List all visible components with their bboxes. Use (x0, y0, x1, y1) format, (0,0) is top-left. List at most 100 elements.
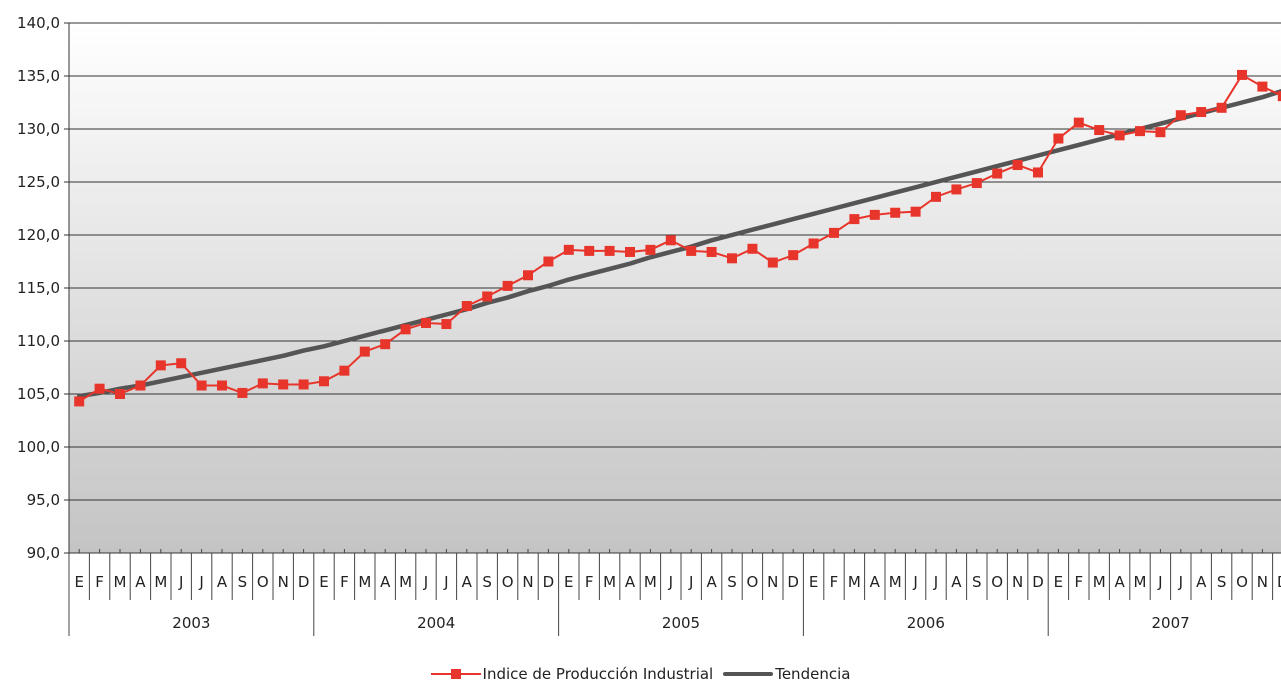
data-point-marker (910, 206, 921, 217)
data-point-marker (808, 238, 819, 249)
data-point-marker (1012, 160, 1023, 171)
month-label: M (358, 573, 371, 591)
year-label: 2007 (1152, 614, 1190, 632)
month-label: J (1178, 573, 1183, 591)
month-label: J (933, 573, 938, 591)
month-label: F (95, 573, 104, 591)
data-point-marker (604, 245, 615, 256)
data-point-marker (94, 383, 105, 394)
y-axis: 90,0 95,0 100,0 105,0 110,0 115,0 120,0 125,0 13… (17, 14, 70, 562)
data-point-marker (482, 291, 493, 302)
month-label: F (340, 573, 349, 591)
legend-swatch-tendencia (723, 672, 774, 676)
data-point-marker (1257, 81, 1268, 92)
legend-label-ipi: Indice de Producción Industrial (482, 665, 714, 683)
month-label: A (380, 573, 391, 591)
month-label: M (848, 573, 861, 591)
month-label: M (399, 573, 412, 591)
month-label: N (767, 573, 778, 591)
data-point-marker (1237, 69, 1247, 80)
year-label: 2004 (417, 614, 455, 632)
y-tick-label: 110,0 (17, 332, 60, 350)
data-point-marker (686, 245, 697, 256)
y-tick-label: 115,0 (17, 279, 60, 297)
data-point-marker (319, 376, 329, 387)
y-tick-label: 90,0 (27, 544, 60, 562)
month-label: M (114, 573, 127, 591)
month-label: N (522, 573, 533, 591)
month-label: D (787, 573, 799, 591)
y-tick-label: 105,0 (17, 385, 60, 403)
month-label: E (1054, 573, 1063, 591)
data-point-marker (951, 184, 962, 195)
data-point-marker (767, 257, 778, 268)
month-label: J (688, 573, 693, 591)
month-label: O (1236, 573, 1248, 591)
data-point-marker (563, 244, 574, 255)
month-label: O (502, 573, 514, 591)
data-point-marker (1135, 126, 1145, 137)
month-label: D (1032, 573, 1044, 591)
month-label: A (625, 573, 636, 591)
month-label: A (135, 573, 146, 591)
month-label: A (1114, 573, 1125, 591)
data-point-marker (74, 396, 85, 407)
data-point-marker (257, 378, 268, 389)
month-label: S (482, 573, 492, 591)
month-label: D (298, 573, 310, 591)
month-label: S (727, 573, 737, 591)
data-point-marker (727, 253, 737, 264)
data-point-marker (359, 346, 370, 357)
y-tick-label: 140,0 (17, 14, 60, 32)
month-label: F (830, 573, 839, 591)
legend-label-tendencia: Tendencia (775, 665, 851, 683)
data-point-marker (135, 380, 146, 391)
data-point-marker (1216, 102, 1227, 113)
month-label: S (972, 573, 982, 591)
data-point-marker (176, 358, 187, 369)
month-label: E (319, 573, 328, 591)
data-point-marker (1114, 130, 1125, 141)
month-label: A (1196, 573, 1207, 591)
data-point-marker (625, 246, 635, 257)
month-label: O (257, 573, 269, 591)
legend: Indice de Producción Industrial Tendenci… (0, 664, 1281, 684)
legend-swatch-ipi (430, 669, 481, 679)
data-point-marker (502, 280, 513, 291)
data-point-marker (278, 379, 289, 390)
data-point-marker (645, 244, 656, 255)
data-point-marker (931, 191, 941, 202)
month-label: N (278, 573, 289, 591)
month-label: J (198, 573, 203, 591)
data-point-marker (1094, 125, 1105, 136)
year-label: 2003 (172, 614, 210, 632)
data-point-marker (298, 379, 309, 390)
month-label: A (706, 573, 717, 591)
data-point-marker (441, 319, 452, 330)
y-tick-label: 130,0 (17, 120, 60, 138)
data-point-marker (1073, 117, 1084, 128)
month-label: J (912, 573, 917, 591)
data-point-marker (1033, 167, 1043, 178)
month-label: J (423, 573, 428, 591)
month-label: J (443, 573, 448, 591)
month-label: J (178, 573, 183, 591)
month-label: J (668, 573, 673, 591)
month-label: D (1277, 573, 1281, 591)
y-tick-label: 120,0 (17, 226, 60, 244)
data-point-marker (523, 270, 533, 281)
month-label: M (1134, 573, 1147, 591)
y-tick-label: 135,0 (17, 67, 60, 85)
data-point-marker (1196, 107, 1207, 118)
month-label: A (217, 573, 228, 591)
data-point-marker (543, 256, 554, 267)
month-label: D (543, 573, 555, 591)
data-point-marker (706, 246, 717, 257)
data-point-marker (1175, 110, 1186, 121)
month-label: E (564, 573, 573, 591)
data-point-marker (890, 207, 901, 218)
y-tick-label: 95,0 (27, 491, 60, 509)
data-point-marker (869, 209, 880, 220)
data-point-marker (747, 243, 758, 254)
